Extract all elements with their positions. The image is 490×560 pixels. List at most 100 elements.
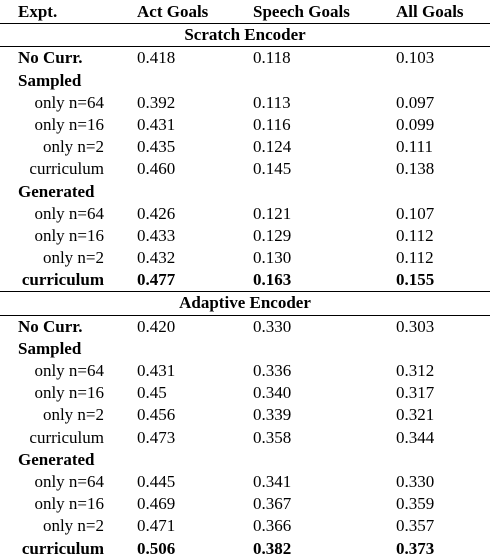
table-row: only n=2 0.435 0.124 0.111 [0,136,490,158]
table-row: Generated [0,181,490,203]
table-row: only n=64 0.426 0.121 0.107 [0,203,490,225]
all-goals-cell: 0.107 [396,203,435,223]
row-label: Sampled [18,70,82,90]
table-row: curriculum 0.477 0.163 0.155 [0,269,490,291]
table-body: Scratch Encoder No Curr. 0.418 0.118 0.103 Sa… [0,23,490,560]
table-row: only n=16 0.431 0.116 0.099 [0,114,490,136]
table-row: only n=2 0.471 0.366 0.357 [0,515,490,537]
row-label: Generated [18,181,95,201]
act-goals-cell: 0.460 [137,159,176,179]
all-goals-cell: 0.357 [396,516,435,536]
row-label: only n=64 [34,361,104,380]
act-goals-cell: 0.431 [137,114,176,134]
row-label: only n=16 [34,225,104,245]
section-rule [0,291,490,293]
speech-goals-cell: 0.340 [253,383,292,403]
table-row: only n=16 0.433 0.129 0.112 [0,225,490,247]
act-goals-cell: 0.426 [137,203,176,223]
table-row: curriculum 0.473 0.358 0.344 [0,427,490,449]
all-goals-cell: 0.321 [396,405,435,425]
row-label: only n=16 [34,114,104,134]
header-row: Expt. Act Goals Speech Goals All Goals [0,1,490,23]
speech-goals-cell: 0.330 [253,316,292,336]
table-row: curriculum 0.460 0.145 0.138 [0,158,490,180]
table-row: only n=2 0.456 0.339 0.321 [0,404,490,426]
row-label: only n=64 [34,203,104,223]
row-label: only n=64 [34,92,104,112]
act-goals-cell: 0.471 [137,516,176,536]
section-rule [0,46,490,48]
table-row: only n=2 0.432 0.130 0.112 [0,247,490,269]
all-goals-cell: 0.097 [396,92,435,112]
act-goals-cell: 0.445 [137,471,176,491]
row-label: curriculum [21,538,104,558]
speech-goals-cell: 0.116 [253,114,291,134]
all-goals-cell: 0.138 [396,159,435,179]
row-label: Sampled [18,338,82,358]
act-goals-cell: 0.506 [137,538,176,558]
header-speech-goals: Speech Goals [253,2,350,21]
act-goals-cell: 0.431 [137,361,176,380]
table-row: only n=64 0.445 0.341 0.330 [0,471,490,493]
section-rule [0,314,490,316]
act-goals-cell: 0.432 [137,248,176,268]
row-label: only n=2 [42,137,104,157]
speech-goals-cell: 0.339 [253,405,292,425]
row-label: No Curr. [18,48,83,68]
table-row: only n=16 0.45 0.340 0.317 [0,382,490,404]
header-all-goals: All Goals [396,2,464,21]
all-goals-cell: 0.312 [396,361,435,380]
table-row: Sampled [0,70,490,92]
speech-goals-cell: 0.358 [253,427,292,447]
speech-goals-cell: 0.121 [253,203,292,223]
speech-goals-cell: 0.145 [253,159,292,179]
act-goals-cell: 0.420 [137,316,176,336]
all-goals-cell: 0.373 [396,538,435,558]
row-label: only n=2 [42,248,104,268]
all-goals-cell: 0.103 [396,48,435,68]
speech-goals-cell: 0.366 [253,516,292,536]
row-label: curriculum [29,159,104,179]
section-rule [0,23,490,25]
section-title: Adaptive Encoder [179,293,311,313]
speech-goals-cell: 0.163 [253,270,292,290]
all-goals-cell: 0.330 [396,471,435,491]
act-goals-cell: 0.392 [137,92,176,112]
speech-goals-cell: 0.113 [253,92,291,112]
all-goals-cell: 0.317 [396,383,435,403]
row-label: No Curr. [18,316,83,336]
all-goals-cell: 0.112 [396,225,434,245]
all-goals-cell: 0.099 [396,114,435,134]
speech-goals-cell: 0.341 [253,471,292,491]
act-goals-cell: 0.435 [137,137,176,157]
row-label: only n=16 [34,383,104,403]
row-label: curriculum [29,427,104,447]
act-goals-cell: 0.45 [137,383,167,403]
table-row: Generated [0,449,490,471]
table-row: only n=64 0.392 0.113 0.097 [0,92,490,114]
act-goals-cell: 0.433 [137,225,176,245]
table-row: only n=64 0.431 0.336 0.312 [0,360,490,382]
speech-goals-cell: 0.130 [253,248,292,268]
table-row: curriculum 0.506 0.382 0.373 [0,538,490,560]
act-goals-cell: 0.418 [137,48,176,68]
section-title: Scratch Encoder [184,25,306,45]
row-label: only n=64 [34,471,104,491]
section-title-row: Scratch Encoder [0,24,490,46]
all-goals-cell: 0.344 [396,427,435,447]
row-label: only n=2 [42,516,104,536]
act-goals-cell: 0.473 [137,427,176,447]
table-row: Sampled [0,338,490,360]
table-row: No Curr. 0.418 0.118 0.103 [0,47,490,69]
act-goals-cell: 0.477 [137,270,176,290]
speech-goals-cell: 0.367 [253,494,292,514]
act-goals-cell: 0.469 [137,494,176,514]
row-label: Generated [18,449,95,469]
speech-goals-cell: 0.118 [253,48,291,68]
header-expt: Expt. [18,2,58,21]
table-row: No Curr. 0.420 0.330 0.303 [0,316,490,338]
speech-goals-cell: 0.336 [253,361,292,380]
act-goals-cell: 0.456 [137,405,176,425]
header-act-goals: Act Goals [137,2,209,21]
